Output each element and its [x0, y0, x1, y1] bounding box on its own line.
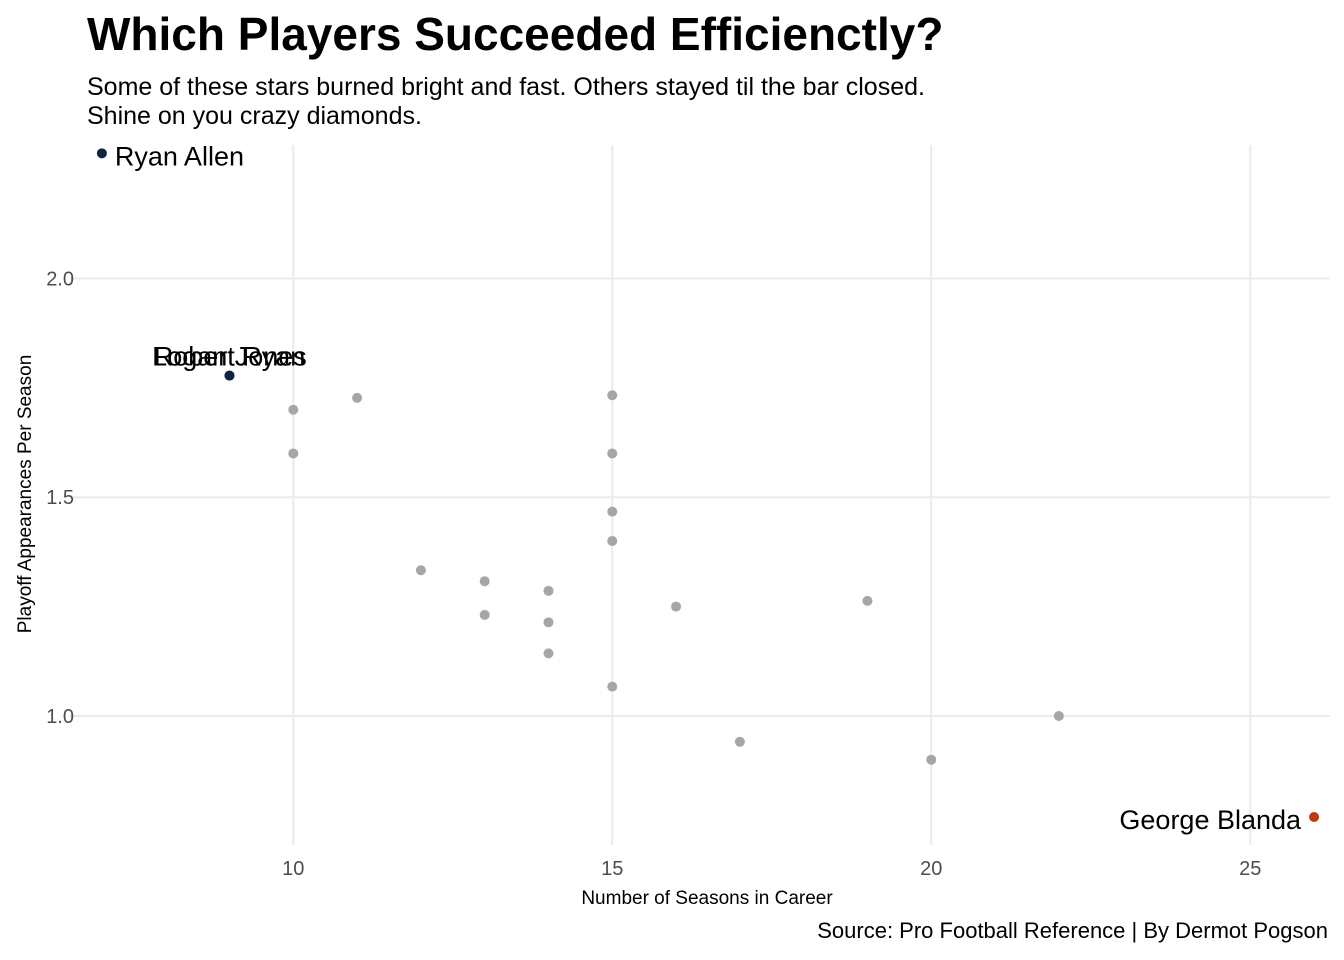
highlight-point	[224, 370, 235, 381]
data-point	[288, 404, 299, 415]
x-axis-title: Number of Seasons in Career	[581, 888, 833, 909]
highlight-point	[1309, 812, 1320, 822]
data-point	[543, 648, 554, 659]
highlight-point	[96, 148, 107, 159]
y-tick-label: 1.0	[46, 706, 74, 728]
data-point	[543, 585, 554, 596]
y-axis-title: Playoff Appearances Per Season	[15, 355, 36, 634]
data-point	[671, 601, 682, 612]
axis-ticks: 10 15 20 25 1.0 1.5 2.0	[46, 268, 1261, 880]
data-point	[607, 681, 618, 692]
subtitle-line-2: Shine on you crazy diamonds.	[87, 102, 422, 130]
data-point	[607, 535, 618, 546]
data-point	[607, 506, 618, 517]
subtitle-line-1: Some of these stars burned bright and fa…	[87, 73, 925, 101]
chart-title: Which Players Succeeded Efficienctly?	[87, 8, 944, 60]
point-label: Ryan Allen	[115, 141, 244, 171]
data-point	[734, 736, 745, 747]
data-point	[415, 565, 426, 576]
data-point	[479, 609, 490, 620]
x-tick-label: 20	[920, 858, 942, 880]
x-tick-label: 25	[1239, 858, 1261, 880]
source-caption: Source: Pro Football Reference | By Derm…	[817, 918, 1328, 943]
data-point	[352, 392, 363, 403]
data-point	[607, 390, 618, 401]
y-tick-label: 1.5	[46, 487, 74, 509]
point-label: Robert Ryan	[154, 342, 306, 372]
x-tick-label: 15	[601, 858, 623, 880]
data-point	[926, 754, 937, 765]
chart-subtitle: Some of these stars burned bright and fa…	[87, 73, 925, 131]
point-label: George Blanda	[1119, 805, 1302, 835]
x-tick-label: 10	[282, 858, 304, 880]
data-points	[96, 148, 1320, 822]
grid-lines	[70, 145, 1330, 845]
data-point	[288, 448, 299, 459]
data-point	[862, 595, 873, 606]
data-point	[1053, 710, 1064, 721]
data-point	[479, 576, 490, 587]
point-label: Logan Jones	[152, 342, 307, 372]
y-tick-label: 2.0	[46, 268, 74, 290]
data-point	[543, 617, 554, 628]
data-point	[607, 448, 618, 459]
